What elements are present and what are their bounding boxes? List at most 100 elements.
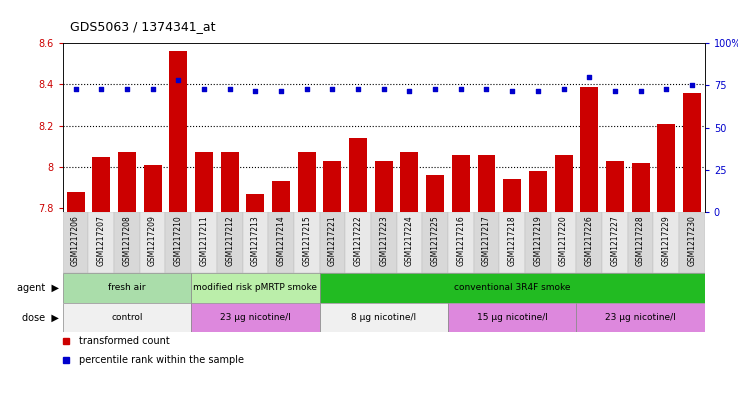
Point <box>198 86 210 92</box>
Bar <box>221 152 238 212</box>
Text: GSM1217224: GSM1217224 <box>405 215 414 266</box>
Bar <box>452 154 470 212</box>
Bar <box>268 212 294 273</box>
Bar <box>349 138 367 212</box>
Text: GSM1217209: GSM1217209 <box>148 215 157 266</box>
Bar <box>375 161 393 212</box>
Text: percentile rank within the sample: percentile rank within the sample <box>79 355 244 365</box>
Bar <box>191 212 217 273</box>
Bar <box>448 303 576 332</box>
Bar <box>551 212 576 273</box>
Bar <box>243 212 268 273</box>
Text: GSM1217208: GSM1217208 <box>123 215 131 266</box>
Bar <box>345 212 371 273</box>
Point <box>532 87 544 94</box>
Text: control: control <box>111 313 142 322</box>
Bar <box>683 93 701 212</box>
Text: dose  ▶: dose ▶ <box>22 312 59 322</box>
Text: GSM1217215: GSM1217215 <box>303 215 311 266</box>
Bar <box>602 212 628 273</box>
Point <box>609 87 621 94</box>
Point <box>121 86 133 92</box>
Bar <box>576 303 705 332</box>
Text: GDS5063 / 1374341_at: GDS5063 / 1374341_at <box>70 20 215 33</box>
Bar <box>114 212 139 273</box>
Text: GSM1217217: GSM1217217 <box>482 215 491 266</box>
Text: GSM1217228: GSM1217228 <box>636 215 645 266</box>
Bar <box>576 212 602 273</box>
Bar <box>474 212 500 273</box>
Text: GSM1217222: GSM1217222 <box>354 215 362 266</box>
Text: modified risk pMRTP smoke: modified risk pMRTP smoke <box>193 283 317 292</box>
Text: transformed count: transformed count <box>79 336 170 346</box>
Bar <box>272 181 290 212</box>
Point <box>378 86 390 92</box>
Text: 8 μg nicotine/l: 8 μg nicotine/l <box>351 313 416 322</box>
Point <box>506 87 518 94</box>
Point <box>583 74 595 80</box>
Bar <box>606 161 624 212</box>
Bar <box>653 212 679 273</box>
Text: GSM1217229: GSM1217229 <box>662 215 671 266</box>
Bar <box>500 212 525 273</box>
Text: GSM1217225: GSM1217225 <box>431 215 440 266</box>
Bar <box>169 51 187 212</box>
Point <box>661 86 672 92</box>
Bar <box>426 175 444 212</box>
Point <box>404 87 415 94</box>
Bar <box>63 303 191 332</box>
Bar <box>679 212 705 273</box>
Bar <box>217 212 243 273</box>
Bar <box>63 212 89 273</box>
Bar <box>294 212 320 273</box>
Point <box>326 86 338 92</box>
Point <box>558 86 570 92</box>
Bar <box>448 212 474 273</box>
Bar <box>477 154 495 212</box>
Text: GSM1217207: GSM1217207 <box>97 215 106 266</box>
Bar <box>297 152 316 212</box>
Bar <box>554 154 573 212</box>
Point <box>480 86 492 92</box>
Text: GSM1217211: GSM1217211 <box>199 215 208 266</box>
Bar <box>144 165 162 212</box>
Point <box>147 86 159 92</box>
Text: agent  ▶: agent ▶ <box>17 283 59 293</box>
Bar <box>191 273 320 303</box>
Text: GSM1217206: GSM1217206 <box>71 215 80 266</box>
Bar <box>323 161 342 212</box>
Point <box>301 86 313 92</box>
Bar <box>89 212 114 273</box>
Text: GSM1217227: GSM1217227 <box>610 215 619 266</box>
Text: GSM1217226: GSM1217226 <box>584 215 593 266</box>
Bar <box>632 163 649 212</box>
Text: GSM1217220: GSM1217220 <box>559 215 568 266</box>
Text: conventional 3R4F smoke: conventional 3R4F smoke <box>454 283 570 292</box>
Text: GSM1217214: GSM1217214 <box>277 215 286 266</box>
Bar <box>66 192 85 212</box>
Text: GSM1217218: GSM1217218 <box>508 215 517 266</box>
Bar <box>165 212 191 273</box>
Bar <box>63 273 191 303</box>
Bar <box>396 212 422 273</box>
Point <box>430 86 441 92</box>
Text: GSM1217221: GSM1217221 <box>328 215 337 266</box>
Point <box>455 86 466 92</box>
Bar <box>401 152 418 212</box>
Text: fresh air: fresh air <box>108 283 145 292</box>
Point <box>275 87 287 94</box>
Bar <box>503 179 521 212</box>
Point <box>95 86 107 92</box>
Text: GSM1217230: GSM1217230 <box>688 215 697 266</box>
Text: GSM1217213: GSM1217213 <box>251 215 260 266</box>
Bar <box>371 212 396 273</box>
Bar <box>320 273 705 303</box>
Bar <box>191 303 320 332</box>
Bar <box>529 171 547 212</box>
Bar <box>139 212 165 273</box>
Bar <box>118 152 136 212</box>
Bar <box>195 152 213 212</box>
Point <box>352 86 364 92</box>
Point <box>173 77 184 84</box>
Bar <box>246 194 264 212</box>
